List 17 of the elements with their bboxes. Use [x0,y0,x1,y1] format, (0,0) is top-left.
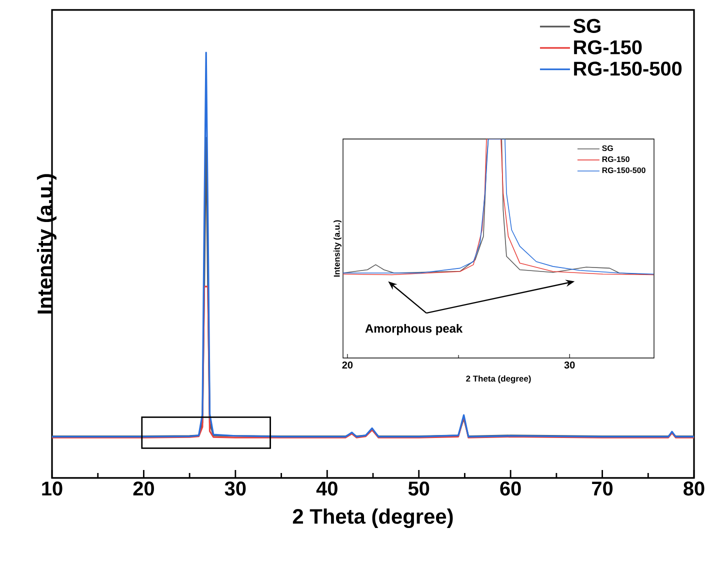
x-tick-label: 40 [316,482,338,496]
x-tick-label: 80 [684,482,704,496]
legend-label: RG-150 [574,40,642,54]
x-tick-label: 20 [342,362,353,369]
x-tick-label: 30 [224,482,246,496]
x-tick-label: 20 [133,482,154,496]
x-tick-label: 50 [408,482,430,496]
annotation: Amorphous peak [365,324,463,336]
legend-label: SG [573,18,600,33]
y-axis-title: Intensity (a.u.) [334,220,342,277]
x-tick-label: 70 [592,482,613,496]
x-tick-label: 60 [500,482,521,496]
x-tick-label: 30 [564,362,575,369]
x-axis-title: 2 Theta (degree) [292,508,453,528]
x-axis-title: 2 Theta (degree) [466,375,531,384]
legend-label: RG-150-500 [574,62,682,76]
x-tick-label: 10 [42,482,62,496]
